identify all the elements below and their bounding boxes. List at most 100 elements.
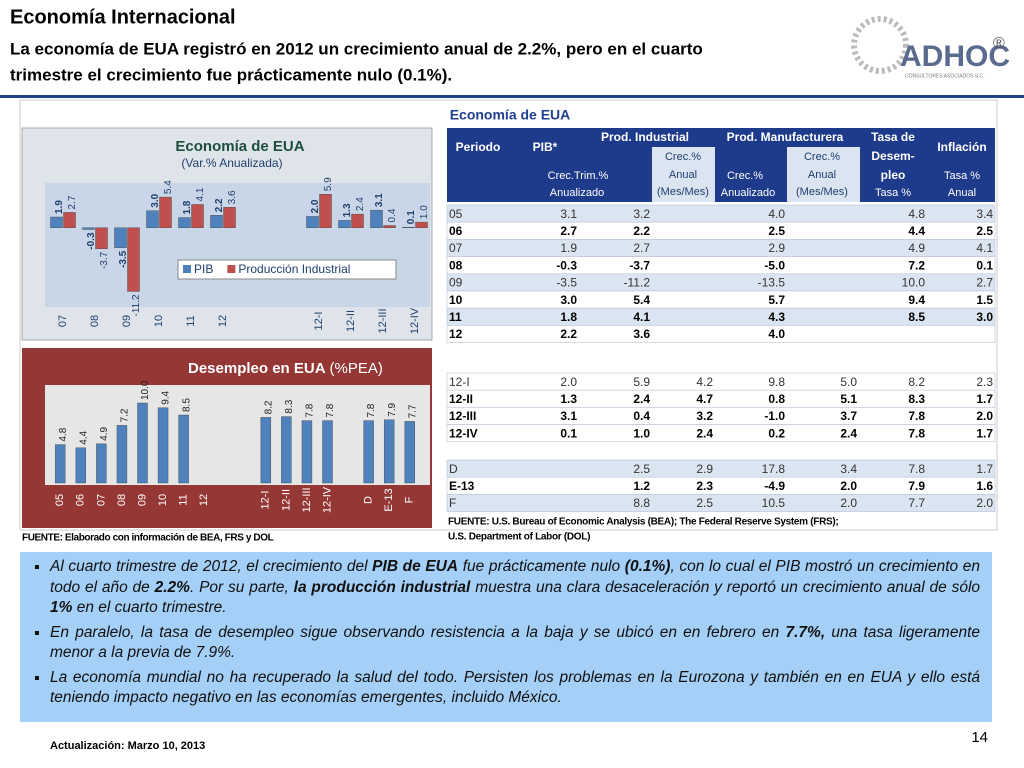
table-cell: 5.1 (840, 392, 857, 406)
table-cell: 4.0 (768, 327, 785, 341)
table-cell: 1.7 (976, 392, 993, 406)
table-cell: 2.7 (976, 276, 993, 290)
table-header: Anualizado (550, 187, 604, 199)
table-cell: 2.0 (976, 496, 993, 510)
bullet-list: Al cuarto trimestre de 2012, el crecimie… (32, 557, 980, 709)
table-cell: 2.9 (768, 241, 785, 255)
x-tick-label: 09 (121, 315, 133, 327)
x-tick-label: 07 (57, 315, 69, 327)
bullet-text: La economía mundial no ha recuperado la … (50, 668, 980, 707)
logo-sub: CONSULTORES ASOCIADOS S.C. (905, 73, 985, 79)
bullet-text: 1% (50, 599, 73, 616)
table-cell: 1.0 (633, 426, 650, 440)
bullet-text: En paralelo, la tasa de desempleo sigue … (50, 623, 786, 641)
bar (137, 402, 148, 484)
page-number: 14 (971, 729, 988, 746)
data-label: 3.6 (227, 190, 238, 204)
bullet-box: Al cuarto trimestre de 2012, el crecimie… (20, 552, 992, 722)
table-cell: 3.4 (840, 462, 857, 476)
table-header: Tasa % (944, 170, 980, 182)
table-source: U.S. Department of Labor (DOL) (448, 532, 590, 543)
x-tick-label: 12-II (280, 489, 292, 511)
bar (383, 225, 396, 228)
bar (157, 407, 169, 484)
table-title: Economía de EUA (450, 107, 571, 123)
table-header: Periodo (456, 140, 501, 154)
x-tick-label: 08 (89, 315, 101, 327)
data-label: 0.4 (387, 208, 398, 222)
table-header-cell (652, 147, 715, 202)
bar (127, 227, 140, 292)
table-cell: 8.2 (908, 375, 925, 389)
bar (63, 212, 76, 228)
table-cell: 3.4 (976, 207, 993, 221)
data-label: 5.9 (323, 177, 334, 191)
x-tick-label: 12 (198, 494, 210, 506)
table-header: Anual (948, 187, 976, 199)
table-cell: 2.2 (633, 224, 650, 238)
table-row (446, 325, 996, 343)
table-cell: 7.8 (908, 426, 925, 440)
table-header: Inflación (937, 140, 986, 154)
x-tick-label: 12-I (313, 312, 325, 331)
x-tick-label: E-13 (383, 488, 395, 511)
table-cell: 2.7 (633, 241, 650, 255)
data-label: 3.0 (150, 193, 161, 207)
bar (55, 444, 66, 484)
table-cell: 4.3 (768, 310, 785, 324)
chart1-subtitle: (Var.% Anualizada) (181, 156, 282, 170)
table-cell: 4.0 (768, 207, 785, 221)
rule (0, 95, 1024, 98)
table-cell: 4.9 (908, 241, 925, 255)
table-header: Anualizado (721, 187, 775, 199)
table-cell: 4.2 (696, 375, 713, 389)
table-row (446, 424, 996, 443)
subtitle: La economía de EUA registró en 2012 un c… (10, 39, 703, 58)
data-label: 1.8 (182, 200, 193, 214)
data-label: 8.2 (263, 400, 274, 414)
table-cell: 3.6 (633, 327, 650, 341)
bullet-text: fue prácticamente nulo (458, 558, 625, 575)
table-source: FUENTE: U.S. Bureau of Economic Analysis… (448, 517, 838, 528)
data-label: 10.0 (140, 380, 151, 400)
table-header: Tasa % (875, 187, 911, 199)
x-tick-label: 07 (95, 494, 107, 506)
table-cell: E-13 (449, 479, 475, 493)
x-tick-label: 06 (75, 494, 87, 506)
bar (75, 447, 87, 484)
table-cell: 2.7 (560, 224, 577, 238)
table-cell: 2.3 (976, 375, 993, 389)
table-cell: -3.5 (556, 276, 577, 290)
bar (146, 210, 159, 228)
table-cell: 9.4 (908, 293, 925, 307)
bullet: En paralelo, la tasa de desempleo sigue … (50, 623, 980, 664)
chart1-plot (45, 183, 430, 307)
data-label: 7.8 (366, 403, 377, 417)
x-tick-label: D (363, 496, 375, 504)
bar (223, 207, 236, 228)
legend-swatch (227, 265, 236, 273)
table-cell: 4.1 (633, 310, 650, 324)
bar (82, 227, 95, 230)
bar (306, 216, 319, 228)
data-label: 4.8 (58, 427, 69, 441)
table-cell: 07 (449, 241, 463, 255)
table-cell: 2.5 (696, 496, 713, 510)
table-cell: 3.2 (633, 207, 650, 221)
table-cell: 8.5 (908, 310, 925, 324)
left-source: FUENTE: Elaborado con información de BEA… (22, 533, 274, 544)
table-cell: 4.4 (908, 224, 925, 238)
table-cell: 2.0 (560, 375, 577, 389)
bar (322, 420, 333, 484)
table-cell: 2.5 (976, 224, 993, 238)
bar (260, 417, 272, 484)
x-tick-label: 12-II (345, 310, 357, 332)
table-cell: 2.0 (976, 409, 993, 423)
bullet: Al cuarto trimestre de 2012, el crecimie… (50, 557, 980, 619)
bar (383, 419, 395, 484)
table-cell: 2.2 (560, 327, 577, 341)
table-cell: D (449, 462, 458, 476)
table-cell: 10 (449, 293, 463, 307)
table-cell: 8.8 (633, 496, 650, 510)
legend-label: PIB (194, 262, 213, 276)
